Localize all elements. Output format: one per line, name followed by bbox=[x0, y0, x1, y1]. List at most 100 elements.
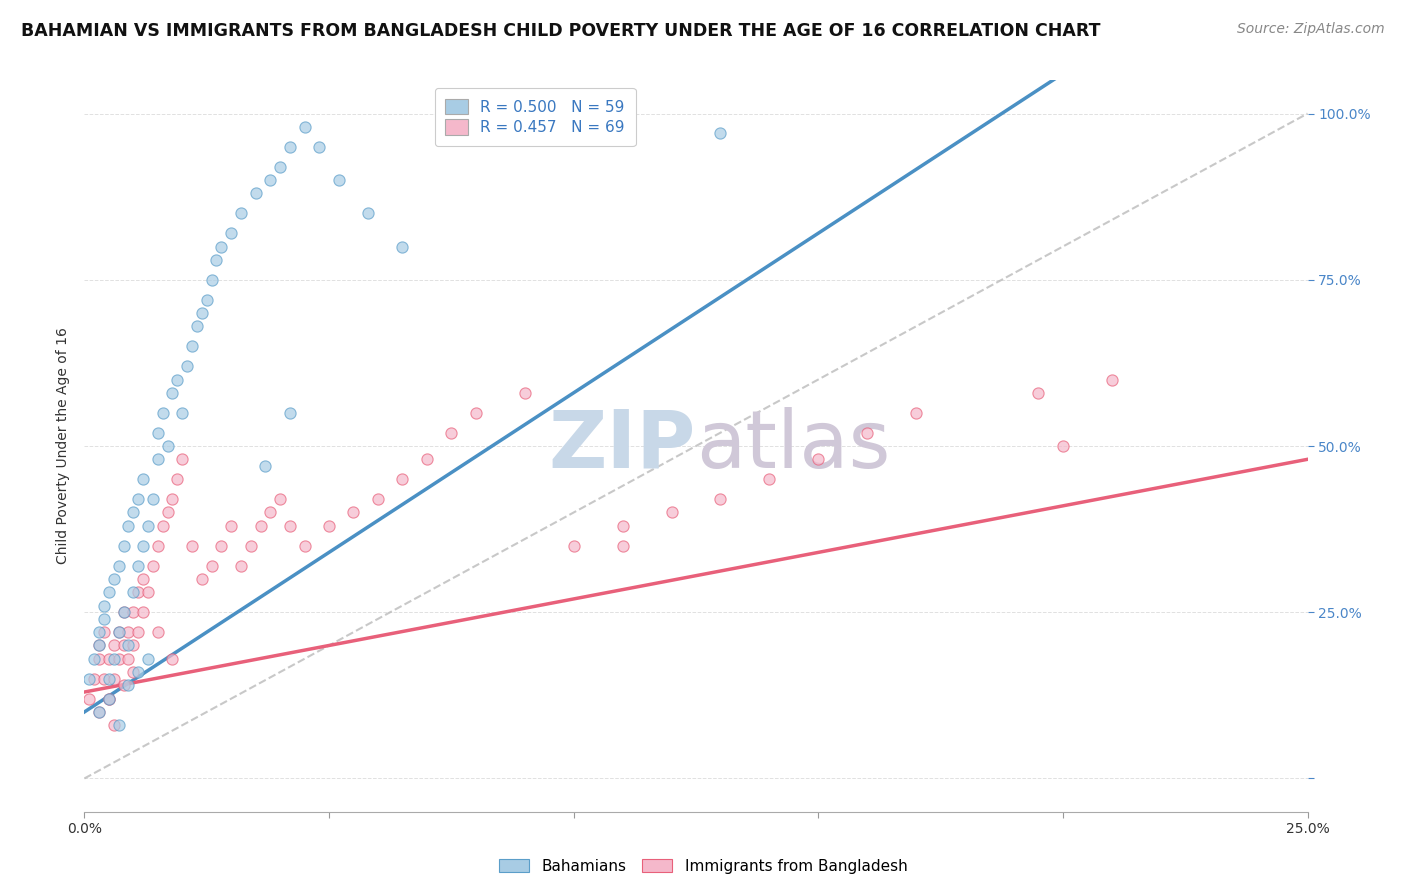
Point bbox=[146, 625, 169, 640]
Text: Source: ZipAtlas.com: Source: ZipAtlas.com bbox=[1237, 22, 1385, 37]
Point bbox=[181, 539, 204, 553]
Y-axis label: Child Poverty Under the Age of 16: Child Poverty Under the Age of 16 bbox=[56, 327, 70, 565]
Point bbox=[87, 639, 110, 653]
Point bbox=[77, 691, 100, 706]
Point bbox=[229, 206, 252, 220]
Point bbox=[661, 506, 683, 520]
Point bbox=[117, 518, 139, 533]
Point bbox=[162, 652, 184, 666]
Point bbox=[156, 506, 179, 520]
Point bbox=[152, 406, 174, 420]
Point bbox=[107, 652, 129, 666]
Point bbox=[112, 639, 135, 653]
Point bbox=[93, 612, 115, 626]
Point bbox=[117, 678, 139, 692]
Point bbox=[97, 585, 120, 599]
Point bbox=[142, 558, 165, 573]
Point bbox=[132, 472, 155, 486]
Point bbox=[229, 558, 252, 573]
Point bbox=[269, 160, 291, 174]
Point bbox=[117, 652, 139, 666]
Point bbox=[107, 625, 129, 640]
Point bbox=[464, 406, 486, 420]
Point bbox=[112, 539, 135, 553]
Point bbox=[97, 691, 120, 706]
Point bbox=[191, 306, 214, 320]
Point bbox=[112, 678, 135, 692]
Point bbox=[122, 605, 145, 619]
Point bbox=[181, 339, 204, 353]
Point bbox=[117, 639, 139, 653]
Point bbox=[127, 665, 149, 679]
Point bbox=[83, 652, 105, 666]
Point bbox=[294, 539, 316, 553]
Point bbox=[146, 539, 169, 553]
Point bbox=[200, 558, 222, 573]
Point bbox=[357, 206, 380, 220]
Point bbox=[709, 127, 731, 141]
Point bbox=[166, 372, 188, 386]
Point bbox=[87, 652, 110, 666]
Point bbox=[367, 492, 389, 507]
Point bbox=[103, 672, 125, 686]
Point bbox=[239, 539, 262, 553]
Text: atlas: atlas bbox=[696, 407, 890, 485]
Point bbox=[278, 406, 301, 420]
Point bbox=[254, 458, 277, 473]
Point bbox=[132, 605, 155, 619]
Point bbox=[807, 452, 830, 467]
Point bbox=[136, 518, 159, 533]
Point bbox=[107, 558, 129, 573]
Point bbox=[117, 625, 139, 640]
Point bbox=[162, 492, 184, 507]
Point bbox=[146, 425, 169, 440]
Point bbox=[103, 639, 125, 653]
Point bbox=[905, 406, 928, 420]
Point bbox=[191, 572, 214, 586]
Point bbox=[93, 599, 115, 613]
Point bbox=[156, 439, 179, 453]
Point bbox=[132, 572, 155, 586]
Point bbox=[391, 472, 413, 486]
Point bbox=[107, 625, 129, 640]
Point bbox=[612, 539, 634, 553]
Point bbox=[122, 506, 145, 520]
Point bbox=[122, 665, 145, 679]
Legend: Bahamians, Immigrants from Bangladesh: Bahamians, Immigrants from Bangladesh bbox=[492, 853, 914, 880]
Point bbox=[278, 140, 301, 154]
Point bbox=[172, 452, 194, 467]
Point bbox=[856, 425, 879, 440]
Point bbox=[103, 718, 125, 732]
Point bbox=[416, 452, 439, 467]
Point bbox=[440, 425, 463, 440]
Point bbox=[391, 239, 413, 253]
Point bbox=[112, 605, 135, 619]
Text: BAHAMIAN VS IMMIGRANTS FROM BANGLADESH CHILD POVERTY UNDER THE AGE OF 16 CORRELA: BAHAMIAN VS IMMIGRANTS FROM BANGLADESH C… bbox=[21, 22, 1101, 40]
Point bbox=[1028, 385, 1050, 400]
Point bbox=[259, 173, 281, 187]
Point bbox=[112, 605, 135, 619]
Point bbox=[259, 506, 281, 520]
Point bbox=[342, 506, 364, 520]
Point bbox=[166, 472, 188, 486]
Point bbox=[136, 652, 159, 666]
Point bbox=[172, 406, 194, 420]
Point bbox=[612, 518, 634, 533]
Point bbox=[97, 672, 120, 686]
Point bbox=[176, 359, 198, 374]
Point bbox=[209, 239, 232, 253]
Point bbox=[209, 539, 232, 553]
Point bbox=[97, 652, 120, 666]
Point bbox=[328, 173, 350, 187]
Point bbox=[195, 293, 218, 307]
Point bbox=[132, 539, 155, 553]
Point bbox=[107, 718, 129, 732]
Point bbox=[1101, 372, 1123, 386]
Point bbox=[205, 252, 228, 267]
Point bbox=[127, 492, 149, 507]
Point bbox=[278, 518, 301, 533]
Point bbox=[127, 625, 149, 640]
Point bbox=[318, 518, 340, 533]
Point bbox=[77, 672, 100, 686]
Point bbox=[200, 273, 222, 287]
